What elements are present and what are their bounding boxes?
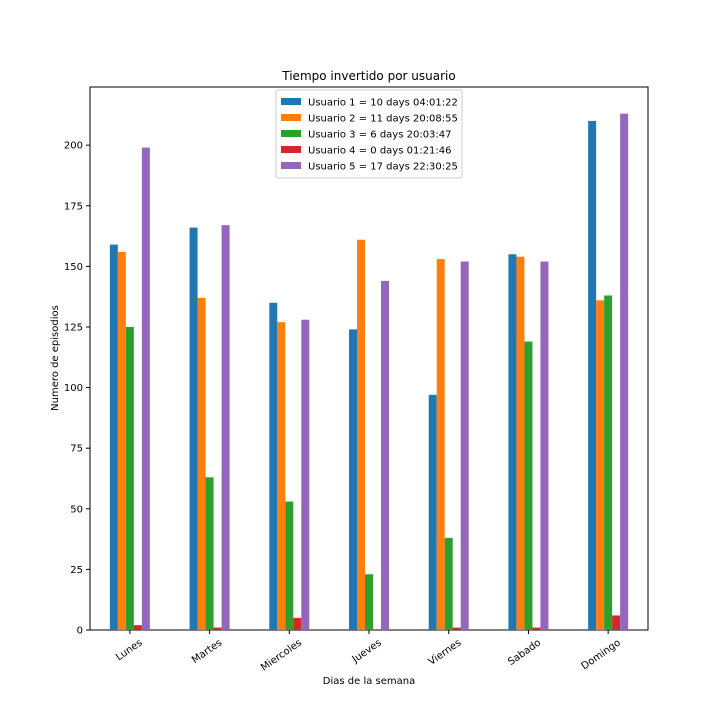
x-tick-label: Sabado	[506, 637, 543, 667]
y-axis-title: Numero de episodios	[50, 305, 61, 411]
bar	[532, 627, 541, 630]
y-tick-label: 125	[64, 322, 83, 333]
bar	[460, 261, 469, 630]
bar	[381, 280, 389, 630]
legend-label: Usuario 1 = 10 days 04:01:22	[308, 98, 458, 109]
x-tick-label: Domingo	[580, 637, 623, 672]
legend-label: Usuario 4 = 0 days 01:21:46	[308, 146, 452, 157]
y-tick-label: 200	[64, 141, 83, 152]
legend-swatch	[281, 98, 301, 105]
bar	[428, 394, 437, 630]
bar	[357, 239, 365, 630]
bar	[365, 574, 373, 630]
chart-title: Tiempo invertido por usuario	[281, 69, 455, 83]
bars-group	[109, 113, 629, 631]
bar	[516, 256, 525, 630]
bar	[277, 322, 286, 630]
y-tick-label: 0	[77, 626, 83, 637]
legend-swatch	[281, 162, 301, 169]
bar	[213, 627, 222, 630]
bar	[612, 615, 621, 630]
bar	[197, 297, 206, 630]
bar	[125, 326, 134, 630]
bar	[189, 227, 198, 630]
legend-label: Usuario 5 = 17 days 22:30:25	[308, 162, 458, 173]
y-tick-label: 100	[64, 383, 83, 394]
bar	[109, 244, 118, 630]
bar	[444, 537, 453, 630]
legend: Usuario 1 = 10 days 04:01:22 Usuario 2 = …	[275, 89, 463, 179]
bar	[269, 302, 278, 630]
x-tick-label: Jueves	[350, 637, 384, 665]
y-tick-label: 50	[70, 504, 83, 515]
legend-label: Usuario 3 = 6 days 20:03:47	[308, 130, 452, 141]
bar	[452, 627, 461, 630]
bar	[540, 261, 549, 630]
bar	[596, 300, 605, 630]
bar	[524, 341, 533, 630]
y-tick-label: 25	[70, 565, 83, 576]
bar	[293, 617, 302, 630]
legend-swatch	[281, 114, 301, 121]
x-axis: Lunes Martes Miercoles Jueves Viernes Sabado D…	[114, 630, 623, 674]
y-tick-label: 175	[64, 201, 83, 212]
legend-label: Usuario 2 = 11 days 20:08:55	[308, 114, 458, 125]
x-tick-label: Miercoles	[259, 637, 304, 673]
x-axis-title: Dias de la semana	[323, 676, 415, 687]
bar	[588, 120, 597, 630]
legend-box	[275, 89, 463, 179]
bar	[117, 251, 126, 630]
x-tick-label: Viernes	[427, 637, 464, 667]
legend-swatch	[281, 130, 301, 137]
x-tick-label: Lunes	[114, 637, 144, 663]
bar	[141, 147, 150, 630]
y-tick-label: 150	[64, 262, 83, 273]
bar	[133, 625, 142, 630]
bar	[221, 225, 230, 631]
x-tick-label: Martes	[190, 637, 224, 666]
bar	[301, 319, 310, 630]
y-tick-label: 75	[70, 444, 83, 455]
bar	[620, 113, 629, 631]
bar	[436, 259, 445, 630]
bar	[604, 295, 613, 630]
bar	[205, 477, 214, 630]
bar	[508, 254, 517, 630]
y-axis: 0 25 50 75 100 125 150 175 200	[64, 141, 90, 637]
bar	[285, 501, 294, 630]
legend-swatch	[281, 146, 301, 153]
bar	[349, 329, 357, 630]
